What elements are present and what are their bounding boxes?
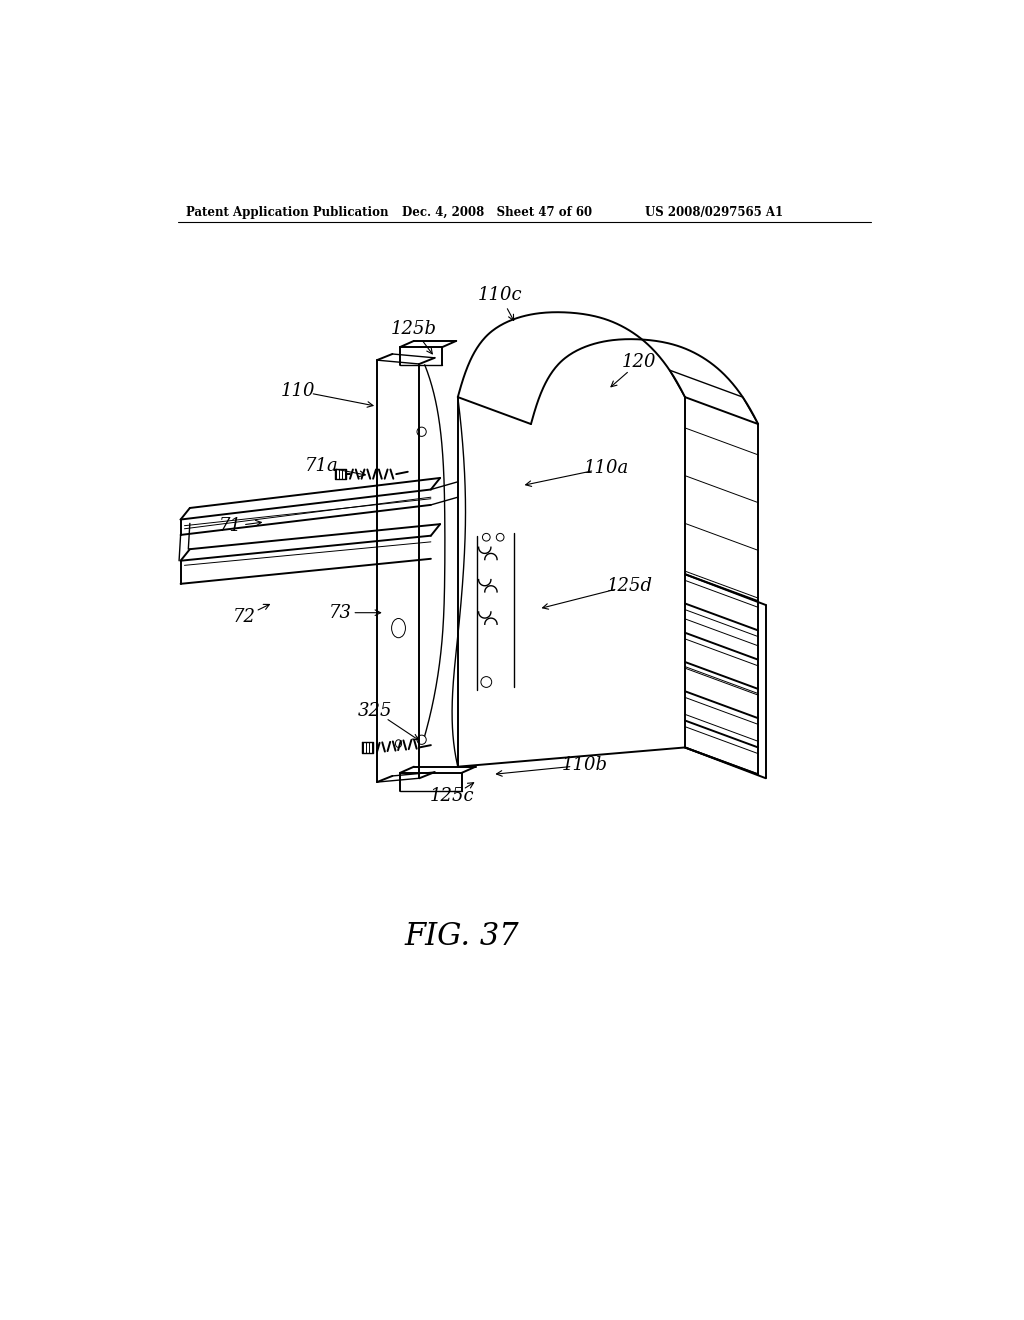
Text: 125c: 125c bbox=[430, 787, 475, 805]
Text: 72: 72 bbox=[233, 607, 256, 626]
Text: 125b: 125b bbox=[391, 321, 437, 338]
Text: 110a: 110a bbox=[584, 459, 629, 477]
Text: 125d: 125d bbox=[606, 577, 652, 595]
Text: FIG. 37: FIG. 37 bbox=[404, 920, 519, 952]
Text: 110: 110 bbox=[282, 381, 315, 400]
Text: 325: 325 bbox=[358, 702, 392, 721]
Text: 110c: 110c bbox=[478, 286, 522, 305]
Text: 71a: 71a bbox=[305, 458, 338, 475]
Text: Patent Application Publication: Patent Application Publication bbox=[186, 206, 388, 219]
Text: US 2008/0297565 A1: US 2008/0297565 A1 bbox=[645, 206, 783, 219]
Text: 120: 120 bbox=[622, 354, 656, 371]
Text: 71: 71 bbox=[219, 517, 242, 536]
Text: 73: 73 bbox=[329, 603, 351, 622]
Text: 110b: 110b bbox=[562, 756, 608, 774]
Text: Dec. 4, 2008   Sheet 47 of 60: Dec. 4, 2008 Sheet 47 of 60 bbox=[401, 206, 592, 219]
